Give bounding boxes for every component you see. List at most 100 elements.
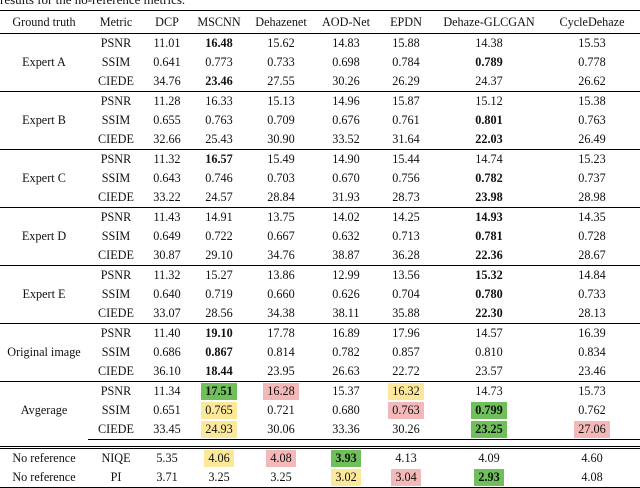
value-text: 14.02 (332, 210, 360, 224)
value-text: 0.719 (205, 287, 233, 301)
value-cell: 34.76 (248, 246, 314, 266)
value-cell: 14.90 (314, 149, 378, 169)
value-text: 14.96 (332, 94, 360, 108)
value-cell: 28.13 (544, 304, 640, 324)
value-cell: 0.721 (248, 401, 314, 420)
value-text: 2.93 (474, 469, 504, 486)
value-cell: 0.762 (544, 401, 640, 420)
value-text: 0.778 (578, 55, 606, 69)
value-cell: 28.73 (378, 188, 434, 208)
value-text: 23.46 (205, 74, 233, 88)
value-cell: 0.761 (378, 111, 434, 130)
value-text: 33.45 (153, 422, 181, 436)
value-cell: 23.46 (544, 362, 640, 382)
value-text: 30.06 (267, 422, 295, 436)
value-cell: 30.87 (144, 246, 190, 266)
value-text: 0.763 (205, 113, 233, 127)
table-row: SSIM 0.651 0.765 0.721 0.680 0.763 0.799 0.762 (0, 401, 640, 420)
value-cell: 0.778 (544, 53, 640, 72)
value-cell: 24.37 (434, 72, 544, 92)
value-cell: 0.780 (434, 285, 544, 304)
value-text: 38.11 (332, 306, 360, 320)
value-cell: 0.660 (248, 285, 314, 304)
value-cell: 0.728 (544, 227, 640, 246)
value-cell: 0.733 (248, 53, 314, 72)
value-cell: 35.88 (378, 304, 434, 324)
value-cell: 0.643 (144, 169, 190, 188)
value-text: 23.95 (267, 364, 295, 378)
value-text: 0.763 (578, 113, 606, 127)
value-text: 0.733 (267, 55, 295, 69)
header-dcp: DCP (144, 10, 190, 34)
metric-label: SSIM (101, 171, 131, 185)
table-row: Expert C PSNR 11.32 16.57 15.49 14.90 15.44 14.… (0, 149, 640, 208)
value-text: 16.28 (263, 383, 299, 400)
no-reference-label: No reference (0, 468, 88, 488)
value-text: 0.834 (578, 345, 606, 359)
value-cell: 0.781 (434, 227, 544, 246)
value-text: 31.64 (392, 132, 420, 146)
value-text: 34.76 (267, 248, 295, 262)
value-text: 26.62 (578, 74, 606, 88)
value-cell: 22.03 (434, 130, 544, 150)
value-cell: 0.632 (314, 227, 378, 246)
value-text: 23.98 (475, 190, 503, 204)
value-cell: 15.73 (544, 381, 640, 401)
value-text: 22.36 (475, 248, 503, 262)
value-cell: 3.25 (190, 468, 248, 488)
no-reference-row: No reference PI 3.71 3.25 3.25 3.02 3.04 2.93 4.… (0, 468, 640, 488)
value-cell: 16.57 (190, 149, 248, 169)
value-text: 0.651 (153, 403, 181, 417)
value-cell: 11.01 (144, 33, 190, 53)
value-cell: 0.698 (314, 53, 378, 72)
results-body: Expert A PSNR 11.01 16.48 15.62 14.83 15.88 14.… (0, 33, 640, 488)
value-cell: 31.93 (314, 188, 378, 208)
value-cell: 28.98 (544, 188, 640, 208)
value-cell: 14.91 (190, 207, 248, 227)
metric-label: SSIM (101, 403, 131, 417)
value-text: 0.655 (153, 113, 181, 127)
value-text: 0.780 (475, 287, 503, 301)
value-text: 0.721 (267, 403, 295, 417)
value-cell: 15.87 (378, 91, 434, 111)
value-text: 35.88 (392, 306, 420, 320)
value-text: 15.23 (578, 152, 606, 166)
value-cell: 24.93 (190, 420, 248, 440)
value-cell: 34.76 (144, 72, 190, 92)
value-text: 11.40 (153, 326, 181, 340)
value-text: 0.704 (392, 287, 420, 301)
value-cell: 33.45 (144, 420, 190, 440)
group-label: Original image (0, 323, 88, 382)
value-cell: 15.44 (378, 149, 434, 169)
table-row: SSIM 0.649 0.722 0.667 0.632 0.713 0.781 0.728 (0, 227, 640, 246)
value-cell: 23.98 (434, 188, 544, 208)
value-cell: 0.746 (190, 169, 248, 188)
group-label: Expert A (0, 33, 88, 92)
header-aod-net: AOD-Net (314, 10, 378, 34)
value-text: 15.12 (475, 94, 503, 108)
value-cell: 0.655 (144, 111, 190, 130)
value-text: 3.04 (391, 469, 421, 486)
value-text: 0.640 (153, 287, 181, 301)
value-cell: 38.11 (314, 304, 378, 324)
value-cell: 3.04 (378, 468, 434, 488)
value-cell: 13.56 (378, 265, 434, 285)
value-cell: 15.38 (544, 91, 640, 111)
value-cell: 16.39 (544, 323, 640, 343)
header-row: Ground truth Metric DCP MSCNN Dehazenet … (0, 10, 640, 34)
value-text: 0.709 (267, 113, 295, 127)
value-cell: 24.57 (190, 188, 248, 208)
value-cell: 0.773 (190, 53, 248, 72)
value-text: 14.91 (205, 210, 233, 224)
value-cell: 26.29 (378, 72, 434, 92)
value-text: 33.36 (332, 422, 360, 436)
value-cell: 0.719 (190, 285, 248, 304)
value-cell: 2.93 (434, 468, 544, 488)
value-text: 4.08 (581, 470, 603, 484)
value-cell: 0.810 (434, 343, 544, 362)
value-text: 0.641 (153, 55, 181, 69)
value-text: 14.73 (475, 384, 503, 398)
metric-label: CIEDE (98, 364, 134, 378)
value-cell: 4.13 (378, 446, 434, 468)
value-cell: 15.12 (434, 91, 544, 111)
